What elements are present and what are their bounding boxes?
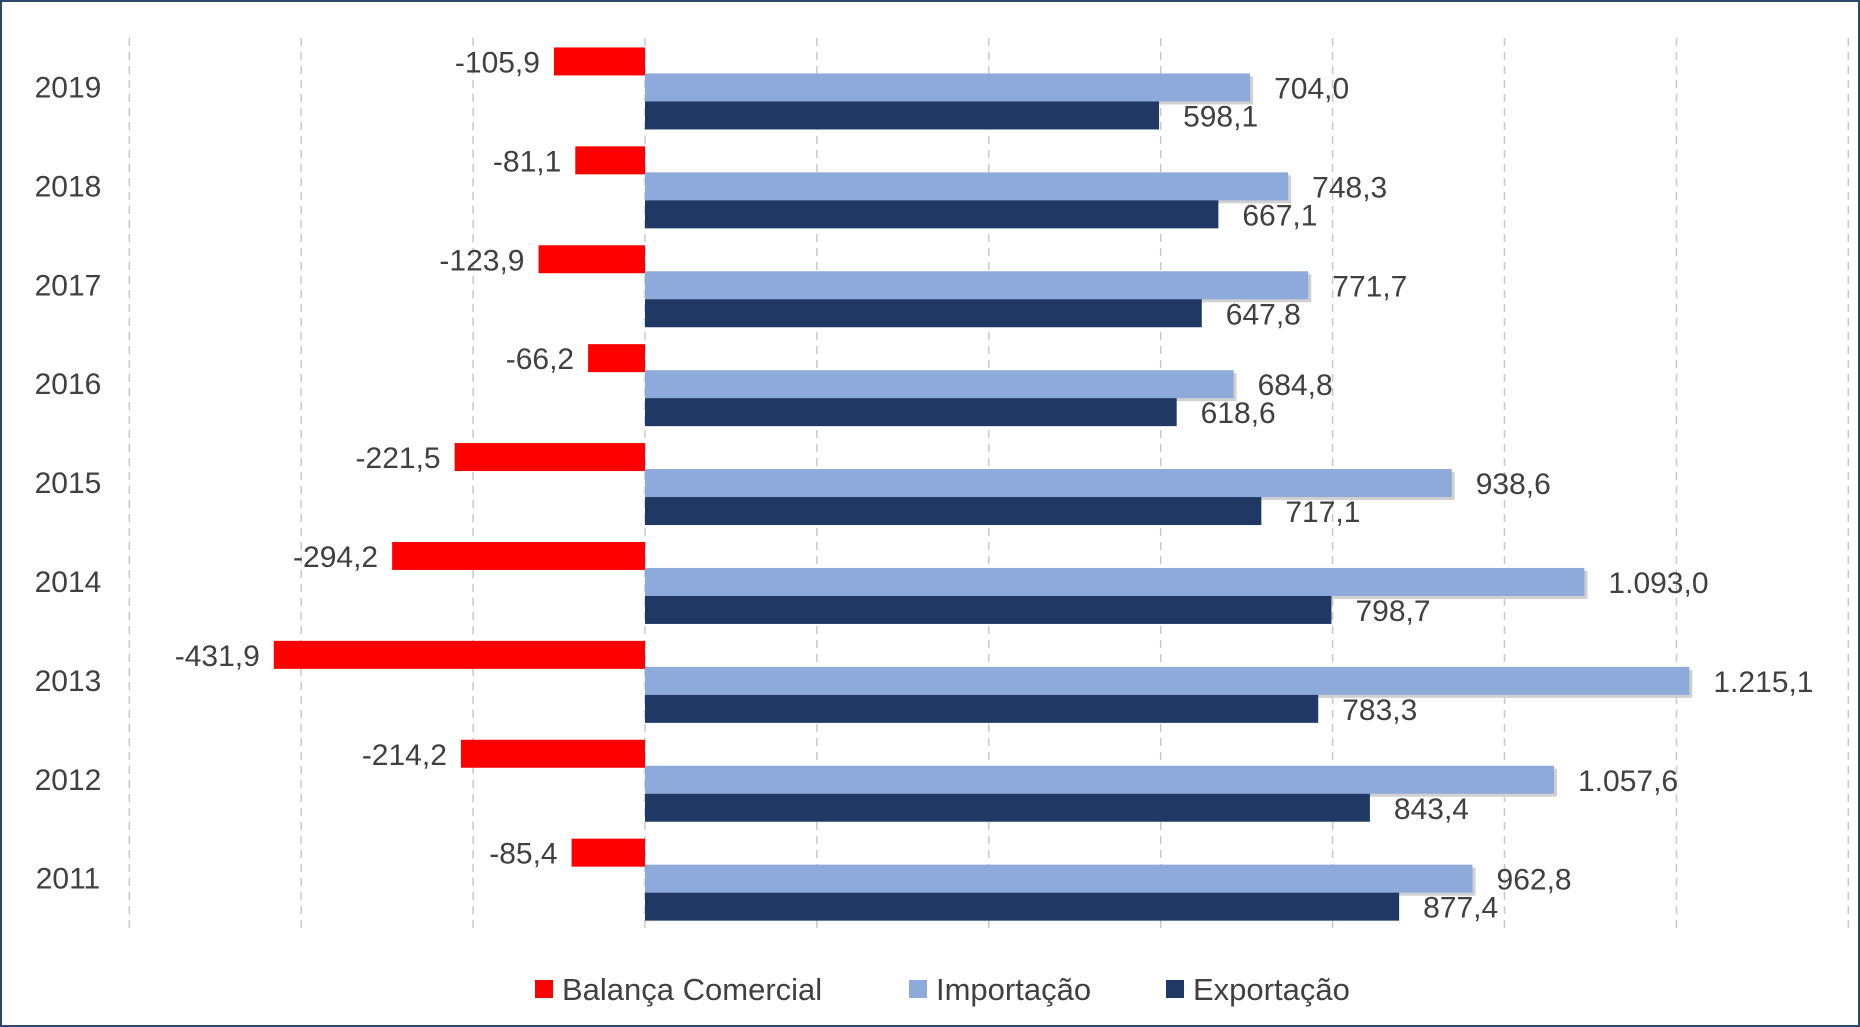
data-label: 877,4 — [1423, 892, 1498, 925]
bar-balan-a-comercial — [460, 739, 645, 768]
category-axis: 2019 2018 2017 2016 2015 2014 2013 2012 2011 — [35, 71, 102, 895]
data-label: 1.057,6 — [1578, 765, 1678, 798]
category-label: 2014 — [35, 566, 102, 599]
bar-importa-o — [645, 469, 1452, 498]
bar-balan-a-comercial — [538, 245, 645, 274]
data-label: -123,9 — [439, 244, 524, 277]
data-label: 618,6 — [1201, 397, 1276, 430]
category-label: 2019 — [35, 71, 102, 104]
data-label: -105,9 — [455, 46, 540, 79]
data-label: -81,1 — [493, 145, 561, 178]
category-label: 2012 — [35, 764, 102, 797]
legend-label: Exportação — [1193, 972, 1350, 1007]
bar-importa-o — [645, 172, 1289, 201]
bar-exporta-o — [645, 101, 1160, 130]
bar-balan-a-comercial — [575, 146, 645, 175]
bar-exporta-o — [645, 892, 1400, 921]
data-label: 684,8 — [1258, 369, 1333, 402]
data-label: 1.093,0 — [1608, 567, 1708, 600]
bar-exporta-o — [645, 595, 1332, 624]
bar-importa-o — [645, 370, 1234, 399]
bar-exporta-o — [645, 497, 1262, 526]
data-label: -214,2 — [362, 739, 447, 772]
bar-exporta-o — [645, 694, 1319, 723]
bar-importa-o — [645, 73, 1251, 102]
bar-balan-a-comercial — [454, 443, 645, 472]
data-label: 647,8 — [1226, 298, 1301, 331]
legend-swatch — [909, 980, 927, 998]
data-label: 938,6 — [1476, 468, 1551, 501]
bar-balan-a-comercial — [588, 344, 645, 373]
bars — [273, 47, 1693, 921]
data-label: 798,7 — [1355, 595, 1430, 628]
bar-balan-a-comercial — [553, 47, 645, 76]
category-label: 2011 — [36, 863, 101, 896]
category-label: 2013 — [35, 665, 102, 698]
bar-balan-a-comercial — [571, 838, 645, 867]
data-label: -85,4 — [489, 838, 557, 871]
category-label: 2018 — [35, 170, 102, 203]
category-label: 2015 — [35, 467, 102, 500]
legend-label: Balança Comercial — [562, 972, 822, 1007]
legend-swatch — [1166, 980, 1184, 998]
bar-exporta-o — [645, 398, 1177, 427]
bar-importa-o — [645, 666, 1690, 695]
legend-swatch — [535, 980, 553, 998]
legend-label: Importação — [936, 972, 1091, 1007]
bar-importa-o — [645, 567, 1585, 596]
data-label: -294,2 — [293, 541, 378, 574]
data-label: 771,7 — [1332, 270, 1407, 303]
bar-balan-a-comercial — [273, 640, 645, 669]
legend: Balança Comercial Importação Exportação — [535, 972, 1350, 1007]
data-label: 598,1 — [1183, 100, 1258, 133]
category-label: 2016 — [35, 368, 102, 401]
bar-importa-o — [645, 765, 1555, 794]
category-label: 2017 — [35, 269, 102, 302]
data-label: -221,5 — [356, 442, 441, 475]
data-label: 843,4 — [1394, 793, 1469, 826]
bar-exporta-o — [645, 793, 1370, 822]
bar-importa-o — [645, 271, 1309, 300]
data-label: 704,0 — [1274, 72, 1349, 105]
bar-exporta-o — [645, 200, 1219, 229]
bar-importa-o — [645, 864, 1473, 893]
data-label: -431,9 — [175, 640, 260, 673]
data-label: 962,8 — [1497, 864, 1572, 897]
data-label: 667,1 — [1242, 199, 1317, 232]
bar-exporta-o — [645, 299, 1202, 328]
data-label: 748,3 — [1312, 171, 1387, 204]
data-label: 1.215,1 — [1713, 666, 1813, 699]
data-label: 717,1 — [1285, 496, 1360, 529]
bar-balan-a-comercial — [392, 541, 645, 570]
data-label: -66,2 — [506, 343, 574, 376]
data-label: 783,3 — [1342, 694, 1417, 727]
